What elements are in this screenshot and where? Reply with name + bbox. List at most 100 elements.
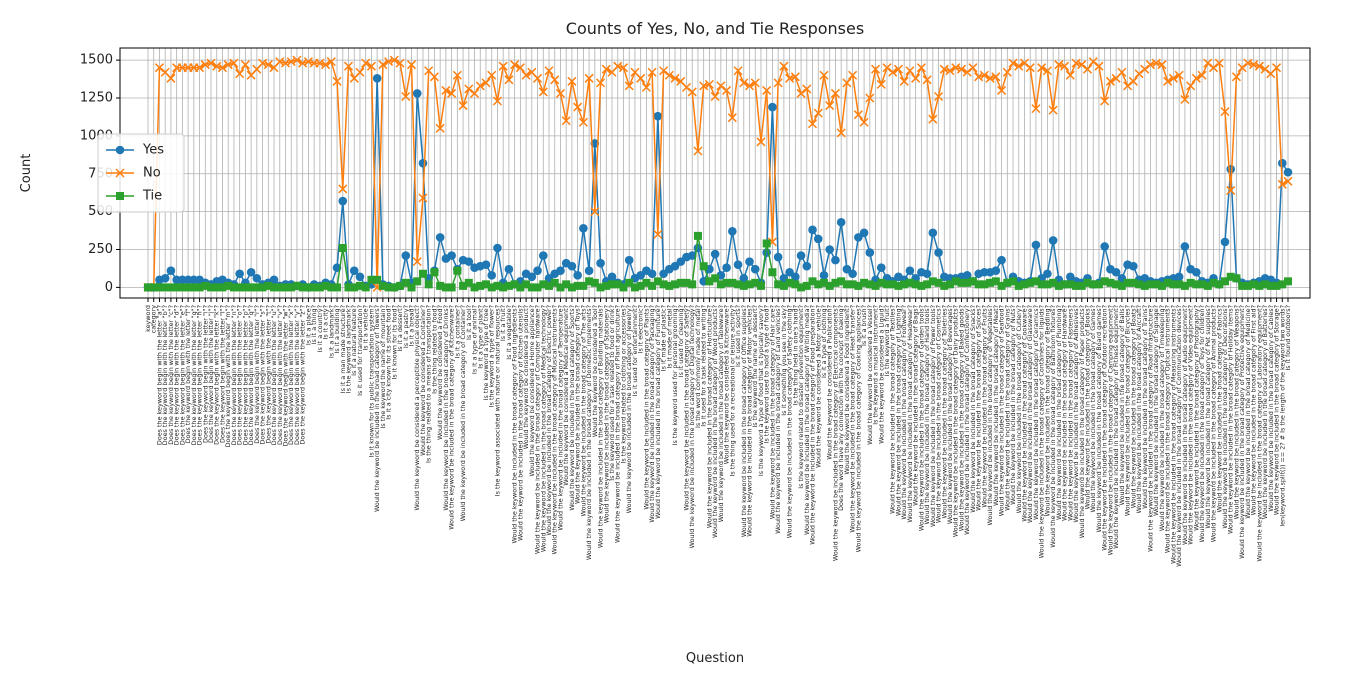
data-point (481, 280, 490, 289)
data-point (1215, 280, 1224, 289)
legend-marker (115, 145, 125, 155)
data-point (527, 283, 536, 292)
x-tick-label: Would the keyword be included in the bro… (1083, 305, 1091, 509)
x-tick-label: Does the keyword begin with the letter "… (247, 305, 255, 445)
data-point (224, 281, 233, 290)
data-point (1146, 280, 1155, 289)
data-point (1209, 278, 1218, 287)
x-tick-label: Is it a type of plant? (476, 305, 484, 369)
x-tick-label: Would the keyword be considered a Tool? (591, 305, 599, 437)
x-tick-label: Is the keyword the name of a dessert? (751, 305, 759, 428)
data-point (453, 266, 462, 275)
x-tick-label: Does the keyword begin with the letter "… (259, 305, 267, 445)
data-point (1112, 280, 1121, 289)
data-point (499, 283, 508, 292)
data-point (1175, 280, 1184, 289)
x-tick-label: Would the keyword be included in the bro… (957, 305, 965, 531)
data-point (538, 251, 548, 260)
x-tick-label: category (150, 305, 158, 333)
data-point (493, 281, 502, 290)
data-point (997, 255, 1006, 265)
data-point (441, 283, 450, 292)
data-point (1014, 281, 1023, 290)
data-point (791, 280, 800, 289)
data-point (315, 58, 325, 68)
x-tick-label: Is the keyword a type of flower? (488, 305, 496, 407)
data-point (144, 283, 152, 292)
data-point (585, 277, 594, 286)
x-tick-label: Would the keyword be included in the bro… (597, 305, 605, 548)
y-tick-label: 250 (88, 242, 113, 257)
data-point (1048, 105, 1058, 115)
data-point (361, 283, 370, 292)
data-point (155, 283, 164, 292)
data-point (200, 60, 210, 70)
x-tick-label: Would the keyword be included in the bro… (894, 305, 902, 516)
x-tick-label: Would the keyword be included in the bro… (975, 305, 983, 511)
data-point (344, 283, 353, 292)
x-tick-label: Would the keyword be included in the bro… (1198, 305, 1206, 543)
x-tick-label: Would the keyword be included in the bro… (1003, 305, 1011, 511)
x-tick-label: Is it a type of animal? (471, 305, 479, 374)
x-tick-label: Is it electronic? (637, 305, 645, 353)
data-point (722, 263, 731, 272)
data-point (911, 73, 921, 83)
x-tick-label: Is the keyword used for personal groomin… (671, 305, 679, 445)
data-point (722, 278, 731, 287)
data-point (1042, 66, 1052, 76)
x-tick-label: Does the word have any connection with t… (837, 305, 845, 511)
data-point (584, 266, 594, 276)
data-point (172, 283, 181, 292)
data-point (956, 64, 966, 74)
data-point (235, 69, 245, 79)
x-tick-label: Is it a man made structure? (339, 305, 347, 393)
data-point (1117, 281, 1126, 290)
x-tick-label: Is it a brush? (860, 305, 868, 346)
data-point (624, 81, 634, 91)
data-point (390, 283, 399, 292)
data-point (1277, 179, 1287, 189)
data-point (1060, 61, 1070, 71)
legend-marker (116, 192, 124, 200)
data-point (1019, 58, 1030, 68)
x-tick-label: Would the keyword be included in the bro… (998, 305, 1006, 516)
x-tick-label: Would the keyword be included in the bro… (642, 305, 650, 510)
data-point (905, 278, 914, 287)
x-tick-label: Would the keyword be considered a Medica… (562, 305, 570, 486)
x-tick-label: Would the keyword be included in the bro… (579, 305, 587, 516)
data-point (733, 260, 743, 269)
x-tick-label: Is it a vegetable? (505, 305, 513, 360)
x-tick-label: Would the keyword be included in the bro… (1164, 305, 1172, 553)
data-point (373, 275, 382, 284)
x-tick-label: Does the keyword begin with the letter "… (293, 305, 301, 445)
data-point (991, 266, 1001, 276)
data-point (1249, 60, 1259, 70)
x-tick-label: keyword (144, 305, 152, 332)
data-point (1157, 60, 1167, 70)
data-point (790, 72, 800, 82)
data-point (401, 91, 411, 102)
data-point (963, 278, 972, 287)
data-point (1255, 281, 1264, 290)
data-point (1186, 278, 1195, 287)
data-point (842, 280, 851, 289)
data-point (911, 280, 920, 289)
x-tick-label: Would the keyword be included in the bro… (1244, 305, 1252, 519)
x-tick-label: Is it made of metal? (665, 305, 673, 369)
data-point (744, 81, 755, 91)
data-point (842, 78, 852, 88)
data-point (671, 280, 680, 289)
data-point (452, 70, 462, 80)
data-point (1117, 67, 1127, 77)
data-point (774, 280, 783, 289)
data-point (189, 283, 198, 292)
data-point (934, 248, 943, 257)
data-point (596, 283, 605, 292)
data-point (636, 281, 645, 290)
x-tick-label: Would the keyword be included in the bro… (1169, 305, 1177, 564)
data-point (797, 283, 806, 292)
data-point (539, 280, 548, 289)
x-tick-label: Would the keyword be included in the bro… (1015, 305, 1023, 513)
data-point (751, 278, 760, 287)
